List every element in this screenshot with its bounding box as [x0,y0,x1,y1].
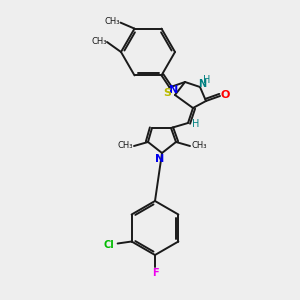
Text: O: O [220,90,230,100]
Text: N: N [169,85,178,95]
Text: CH₃: CH₃ [105,17,120,26]
Text: F: F [152,268,158,278]
Text: CH₃: CH₃ [191,142,207,151]
Text: H: H [203,75,211,85]
Text: N: N [155,154,165,164]
Text: Cl: Cl [103,239,114,250]
Text: N: N [198,79,206,89]
Text: H: H [192,119,200,129]
Text: S: S [163,88,171,98]
Text: CH₃: CH₃ [117,142,133,151]
Text: CH₃: CH₃ [91,37,107,46]
